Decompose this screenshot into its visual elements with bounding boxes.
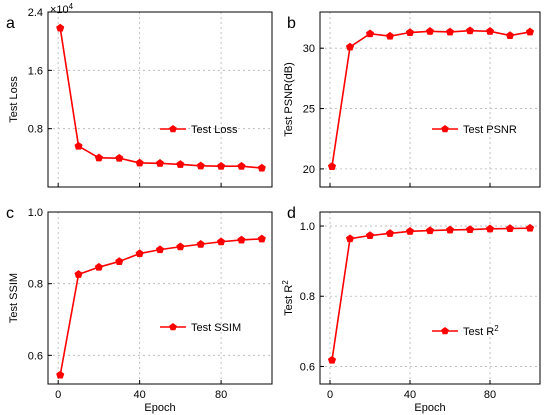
data-point [115, 153, 124, 162]
series-line [59, 27, 262, 169]
series-line [331, 29, 531, 167]
y-tick-label: 2.4 [28, 7, 43, 19]
data-point [56, 370, 65, 379]
data-point [445, 225, 455, 234]
plot-frame [319, 211, 541, 385]
y-tick-label: 20 [303, 164, 315, 176]
legend-label-sup: 2 [494, 324, 499, 333]
series-line [331, 227, 531, 361]
data-point [56, 23, 65, 32]
x-tick-label: 0 [327, 389, 333, 401]
panel-letter: b [287, 15, 296, 32]
y-exponent-power: 4 [69, 2, 74, 11]
data-point [465, 26, 475, 35]
data-point [176, 160, 185, 168]
x-tick-label: 0 [55, 389, 61, 401]
legend-label: Test PSNR [463, 124, 517, 136]
data-point [505, 31, 515, 40]
data-point [525, 223, 535, 232]
y-tick-label: 1.6 [28, 65, 43, 77]
y-tick-label: 0.8 [28, 279, 43, 291]
x-axis-label: Epoch [414, 402, 445, 414]
y-axis-label-sup: 2 [281, 280, 290, 285]
data-point [216, 161, 226, 170]
y-axis-label: Test PSNR(dB) [283, 62, 295, 137]
data-point [405, 28, 415, 36]
data-point [115, 257, 124, 265]
data-point [216, 237, 226, 246]
y-tick-label: 1.0 [28, 207, 43, 219]
data-point [155, 158, 165, 167]
data-point [74, 141, 83, 150]
data-point [135, 249, 144, 258]
data-point [485, 27, 495, 35]
data-point [405, 227, 415, 235]
data-point [525, 27, 535, 36]
data-point [94, 262, 104, 271]
series-line [59, 238, 262, 376]
panel-b: 20 25 30 b Test PSNR(dB) Test PSNR [283, 11, 541, 188]
data-point [365, 231, 375, 239]
data-point [327, 355, 337, 364]
y-exponent-label: ×104 [50, 2, 74, 16]
plot-frame [47, 11, 273, 188]
data-point [74, 270, 83, 278]
y-axis-label: Test Loss [8, 76, 20, 123]
panel-a: 0.8 1.6 2.4 ×104 a Test Loss Test Loss [6, 2, 273, 188]
y-axis-label: Test R2 [281, 280, 295, 316]
panel-d: 0 40 80 0.6 0.8 1.0 d Test R2 Epoch Test R2 [281, 205, 541, 414]
data-point [237, 161, 246, 170]
x-tick-label: 80 [215, 389, 227, 401]
x-axis-label: Epoch [144, 402, 175, 414]
data-point [257, 234, 266, 243]
y-tick-label: 1.0 [300, 221, 315, 233]
data-point [385, 31, 395, 40]
legend-marker [441, 327, 449, 335]
data-point [155, 245, 165, 254]
y-tick-label: 0.6 [300, 361, 315, 373]
data-point [505, 224, 515, 232]
data-point [196, 161, 205, 170]
legend-label: Test SSIM [191, 322, 241, 334]
data-point [345, 234, 355, 243]
legend-marker [169, 125, 177, 133]
panel-letter: a [6, 15, 15, 32]
data-point [385, 229, 395, 237]
data-point [465, 225, 475, 234]
panel-c: 0 40 80 0.6 0.8 1.0 c Test SSIM Epoch Test SSIM [6, 205, 273, 414]
y-axis-label: Test SSIM [8, 273, 20, 323]
data-point [135, 158, 144, 167]
panel-letter: c [6, 205, 14, 222]
plot-frame [47, 211, 273, 385]
y-tick-label: 0.6 [28, 350, 43, 362]
y-tick-label: 30 [303, 43, 315, 55]
data-point [257, 163, 266, 172]
data-point [365, 29, 375, 38]
legend-marker [169, 323, 177, 331]
data-point [94, 153, 104, 162]
legend-marker [441, 125, 449, 133]
data-point [345, 42, 355, 51]
panel-letter: d [287, 205, 296, 222]
data-point [485, 224, 495, 233]
y-tick-label: 0.8 [28, 124, 43, 136]
x-tick-label: 80 [484, 389, 496, 401]
data-point [196, 239, 205, 248]
y-tick-label: 0.8 [300, 291, 315, 303]
data-point [425, 27, 435, 35]
data-point [445, 27, 455, 36]
data-point [425, 226, 435, 235]
data-point [327, 162, 337, 170]
legend-label: Test Loss [191, 124, 238, 136]
x-tick-label: 40 [404, 389, 416, 401]
data-point [237, 235, 246, 244]
y-tick-label: 25 [303, 104, 315, 116]
data-point [176, 242, 185, 251]
plot-frame [319, 11, 541, 188]
legend-label: Test R2 [463, 324, 499, 338]
x-tick-label: 40 [134, 389, 146, 401]
